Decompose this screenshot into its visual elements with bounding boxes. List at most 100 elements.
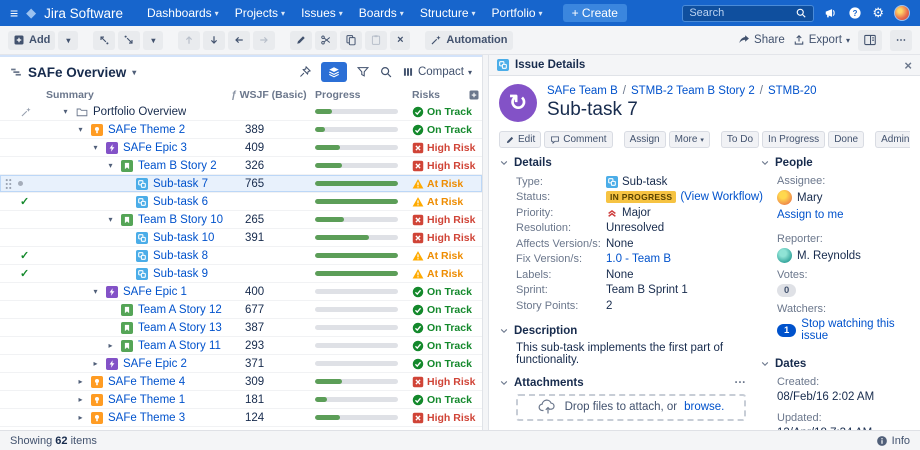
panels-button[interactable] xyxy=(858,29,882,51)
issue-link[interactable]: SAFe Theme 3 xyxy=(108,411,186,424)
issue-link[interactable]: SAFe Theme 2 xyxy=(108,123,186,136)
product-title[interactable]: Jira Software xyxy=(44,5,123,21)
description-section-heading[interactable]: Description xyxy=(499,325,746,337)
edit-button[interactable]: Edit xyxy=(499,131,542,148)
votes-badge[interactable]: 0 xyxy=(777,284,797,297)
in-progress-button[interactable]: In Progress xyxy=(762,131,826,148)
user-avatar[interactable] xyxy=(894,5,910,21)
create-button[interactable]: + Create xyxy=(562,4,627,22)
to-do-button[interactable]: To Do xyxy=(720,131,760,148)
more-button[interactable] xyxy=(890,29,912,51)
filter-funnel-icon[interactable] xyxy=(356,65,370,79)
nav-menu-projects[interactable]: Projects ▾ xyxy=(234,6,286,20)
add-column-icon[interactable] xyxy=(466,89,482,101)
close-icon[interactable]: × xyxy=(904,57,912,73)
megaphone-icon[interactable] xyxy=(824,6,838,20)
people-section-heading[interactable]: People xyxy=(760,157,910,169)
table-row-sub-task-7[interactable]: Sub-task 7 765 At Risk xyxy=(0,175,482,193)
collapse-arrow-icon[interactable]: ▾ xyxy=(63,107,68,116)
issue-link[interactable]: Team B Story 2 xyxy=(138,159,217,172)
layers-view-button[interactable] xyxy=(320,62,347,82)
issue-link[interactable]: Team A Story 12 xyxy=(138,303,222,316)
delete-button[interactable]: × xyxy=(390,30,411,50)
expand-arrow-icon[interactable]: ▸ xyxy=(78,413,83,422)
nav-menu-portfolio[interactable]: Portfolio ▾ xyxy=(491,6,543,20)
indent-button[interactable] xyxy=(253,30,276,50)
issue-link[interactable]: Sub-task 6 xyxy=(153,195,208,208)
gear-icon[interactable]: ⚙ xyxy=(872,5,884,20)
move-up-button[interactable] xyxy=(178,30,201,50)
breadcrumb-link-safe-team-b[interactable]: SAFe Team B xyxy=(547,85,618,97)
assign-button[interactable]: Assign xyxy=(623,131,666,148)
attachments-menu-icon[interactable]: ··· xyxy=(734,376,747,389)
column-progress[interactable]: Progress xyxy=(315,89,361,101)
column-summary[interactable]: Summary xyxy=(46,89,94,101)
nav-menu-dashboards[interactable]: Dashboards ▾ xyxy=(146,6,219,20)
edit-button[interactable] xyxy=(290,30,313,50)
issue-link[interactable]: Sub-task 10 xyxy=(153,231,215,244)
nav-menu-issues[interactable]: Issues ▾ xyxy=(301,6,343,20)
table-row-team-b-story-10[interactable]: ▾ Team B Story 10 265 High Risk xyxy=(0,211,482,229)
issue-link[interactable]: Team B Story 10 xyxy=(138,213,224,226)
attachments-dropzone[interactable]: Drop files to attach, or browse. xyxy=(516,393,746,421)
expand-arrow-icon[interactable]: ▸ xyxy=(93,359,98,368)
structure-title-menu[interactable]: SAFe Overview ▾ xyxy=(10,65,136,80)
column-risks[interactable]: Risks xyxy=(412,89,441,101)
add-button[interactable]: Add xyxy=(8,30,56,50)
automation-button[interactable]: Automation xyxy=(425,30,513,50)
issue-link[interactable]: Sub-task 8 xyxy=(153,249,208,262)
issue-link[interactable]: SAFe Epic 1 xyxy=(123,285,187,298)
help-icon[interactable]: ? xyxy=(848,6,862,20)
nav-menu-boards[interactable]: Boards ▾ xyxy=(358,6,404,20)
issue-link[interactable]: Sub-task 9 xyxy=(153,267,208,280)
table-row-team-a-story-13[interactable]: Team A Story 13 387 On Track xyxy=(0,319,482,337)
expand-arrow-icon[interactable]: ▸ xyxy=(78,377,83,386)
hamburger-icon[interactable]: ≡ xyxy=(10,5,19,21)
share-button[interactable]: Share xyxy=(738,34,785,46)
pin-icon[interactable] xyxy=(298,65,312,79)
outdent-button[interactable] xyxy=(228,30,251,50)
nav-menu-structure[interactable]: Structure ▾ xyxy=(419,6,476,20)
drag-handle-icon[interactable] xyxy=(4,177,13,191)
attachments-section-heading[interactable]: Attachments ··· xyxy=(499,377,746,389)
panel-resizer[interactable] xyxy=(482,55,489,450)
dates-section-heading[interactable]: Dates xyxy=(760,358,910,370)
issue-link[interactable]: SAFe Theme 1 xyxy=(108,393,186,406)
issue-link[interactable]: Sub-task 7 xyxy=(153,177,208,190)
copy-button[interactable] xyxy=(340,30,363,50)
table-row-safe-theme-1[interactable]: ▸ SAFe Theme 1 181 On Track xyxy=(0,391,482,409)
collapse-arrow-icon[interactable]: ▾ xyxy=(108,161,113,170)
table-row-team-a-story-12[interactable]: Team A Story 12 677 On Track xyxy=(0,301,482,319)
details-section-heading[interactable]: Details xyxy=(499,157,746,169)
issue-link[interactable]: Team A Story 11 xyxy=(138,339,221,352)
paste-button[interactable] xyxy=(365,30,388,50)
table-row-safe-epic-3[interactable]: ▾ SAFe Epic 3 409 High Risk xyxy=(0,139,482,157)
table-row-sub-task-8[interactable]: ✓ Sub-task 8 At Risk xyxy=(0,247,482,265)
export-button[interactable]: Export ▾ xyxy=(793,34,850,46)
comment-button[interactable]: Comment xyxy=(544,131,613,148)
view-mode-select[interactable]: Compact ▾ xyxy=(402,66,472,78)
collapse-arrow-icon[interactable]: ▾ xyxy=(93,287,98,296)
search-input[interactable]: Search xyxy=(682,4,815,22)
issue-link[interactable]: SAFe Epic 3 xyxy=(123,141,187,154)
table-row-sub-task-9[interactable]: ✓ Sub-task 9 At Risk xyxy=(0,265,482,283)
table-row-sub-task-10[interactable]: Sub-task 10 391 High Risk xyxy=(0,229,482,247)
table-row-team-b-story-2[interactable]: ▾ Team B Story 2 326 High Risk xyxy=(0,157,482,175)
browse-link[interactable]: browse. xyxy=(684,401,725,413)
admin-button[interactable]: Admin▾ xyxy=(875,131,910,148)
done-button[interactable]: Done xyxy=(828,131,865,148)
assignee-value[interactable]: Mary xyxy=(777,190,910,205)
assign-to-me-link[interactable]: Assign to me xyxy=(777,209,844,221)
view-workflow-link[interactable]: (View Workflow) xyxy=(680,191,763,204)
table-row-safe-epic-1[interactable]: ▾ SAFe Epic 1 400 On Track xyxy=(0,283,482,301)
breadcrumb-link-stmb-2-team-b-story-2[interactable]: STMB-2 Team B Story 2 xyxy=(630,85,755,97)
issue-link[interactable]: Portfolio Overview xyxy=(93,105,187,118)
arrow-down-right-button[interactable] xyxy=(118,30,141,50)
table-row-safe-epic-2[interactable]: ▸ SAFe Epic 2 371 On Track xyxy=(0,355,482,373)
table-row-team-a-story-11[interactable]: ▸ Team A Story 11 293 On Track xyxy=(0,337,482,355)
collapse-arrow-icon[interactable]: ▾ xyxy=(108,215,113,224)
panel-search-icon[interactable] xyxy=(379,65,393,79)
issue-link[interactable]: SAFe Epic 2 xyxy=(123,357,187,370)
add-menu-button[interactable]: ▾ xyxy=(58,30,79,50)
issue-link[interactable]: Team A Story 13 xyxy=(138,321,222,334)
